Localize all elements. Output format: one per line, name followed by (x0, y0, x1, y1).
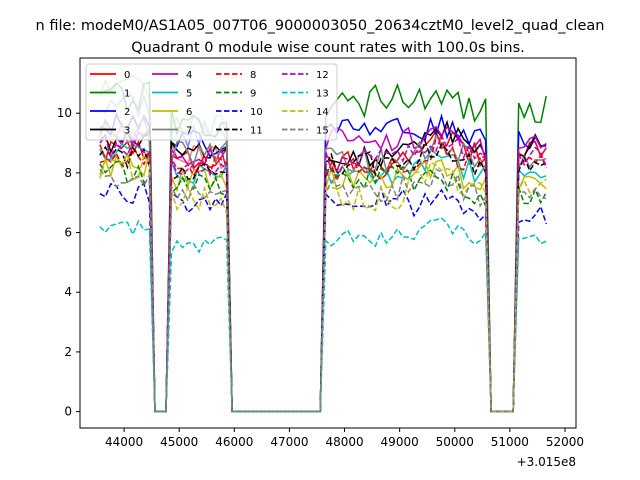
series-line-faded (99, 126, 233, 413)
legend-label-4: 4 (186, 70, 192, 81)
legend-label-12: 12 (316, 70, 329, 81)
legend-label-14: 14 (316, 107, 329, 118)
y-axis: 0 2 4 6 8 10 (57, 106, 80, 419)
chart-title: Quadrant 0 module wise count rates with … (131, 40, 525, 56)
legend-label-8: 8 (250, 70, 256, 81)
legend-frame (85, 63, 338, 141)
x-tick-label: 44000 (105, 435, 143, 449)
y-tick-label: 2 (64, 345, 72, 359)
y-tick-label: 8 (64, 166, 72, 180)
plot-area-frame (79, 57, 577, 429)
x-axis: 44000 45000 46000 47000 48000 49000 50000 51000… (105, 428, 584, 449)
legend-label-2: 2 (124, 107, 130, 118)
legend-label-0: 0 (124, 70, 130, 81)
legend-label-11: 11 (250, 126, 263, 137)
y-tick-label: 0 (64, 405, 72, 419)
x-tick-label: 46000 (215, 435, 253, 449)
legend-label-15: 15 (316, 126, 329, 137)
x-tick-label: 45000 (160, 435, 198, 449)
x-offset-label: +3.015e8 (517, 455, 576, 469)
series-line-15 (99, 168, 547, 413)
legend-label-7: 7 (186, 126, 192, 137)
legend-label-13: 13 (316, 89, 329, 100)
x-tick-label: 49000 (381, 435, 419, 449)
series-layer (99, 74, 547, 413)
x-tick-label: 50000 (436, 435, 474, 449)
series-line-13 (99, 217, 547, 413)
figure-suptitle: n file: modeM0/AS1A05_007T06_9000003050_… (36, 18, 605, 34)
legend-label-9: 9 (250, 89, 256, 100)
x-tick-label: 48000 (325, 435, 363, 449)
x-tick-label: 51000 (491, 435, 529, 449)
legend-label-10: 10 (250, 107, 263, 118)
legend-label-3: 3 (124, 126, 130, 137)
legend-label-6: 6 (186, 107, 192, 118)
legend-label-1: 1 (124, 89, 130, 100)
x-tick-label: 52000 (546, 435, 584, 449)
legend-label-5: 5 (186, 89, 192, 100)
x-tick-label: 47000 (270, 435, 308, 449)
y-tick-label: 10 (57, 106, 72, 120)
y-tick-label: 4 (64, 285, 72, 299)
y-tick-label: 6 (64, 226, 72, 240)
